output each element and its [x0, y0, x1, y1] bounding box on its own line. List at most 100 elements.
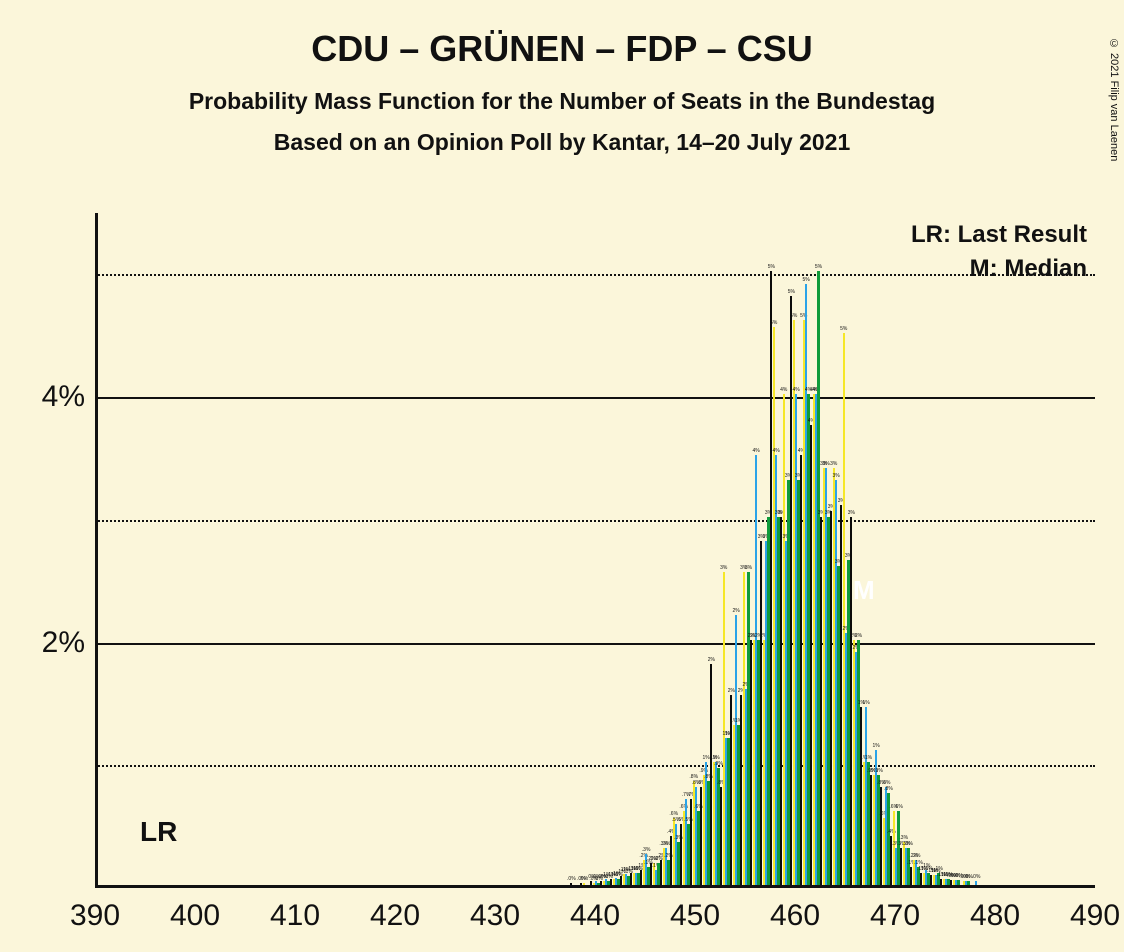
bar: [975, 881, 977, 885]
bar-group: 2%1%1%.9%: [710, 884, 720, 885]
bar: [687, 824, 689, 885]
bar-group: .4%.6%.5%.3%: [670, 884, 680, 885]
bar-group: 2%1%2%1%: [730, 884, 740, 885]
bar-group: 4%4%4%5%: [810, 884, 820, 885]
bar: [807, 394, 809, 885]
chart-subtitle: Probability Mass Function for the Number…: [0, 88, 1124, 115]
bar-group: .0%: [570, 884, 580, 885]
bar: [797, 480, 799, 885]
bar: [967, 881, 969, 885]
m-marker: M: [853, 575, 875, 606]
bar-value-label: 1%: [865, 755, 872, 761]
bar-group: .0%.0%.1%.0%: [600, 884, 610, 885]
bar-group: .1%.1%.1%.1%: [930, 884, 940, 885]
bar: [627, 876, 629, 885]
bar: [787, 480, 789, 885]
bar-value-label: 4%: [772, 448, 779, 454]
bar-group: 4%5%5%4%: [800, 884, 810, 885]
bar-group: .7%.8%.8%.6%: [690, 884, 700, 885]
bar-group: [980, 884, 990, 885]
gridline-dotted: [95, 520, 1095, 522]
bar-value-label: 1%: [872, 743, 879, 749]
x-tick-label: 410: [270, 899, 320, 933]
bar: [607, 881, 609, 885]
bar: [947, 879, 949, 885]
gridline-solid: [95, 397, 1095, 399]
bar-group: 5%5%4%3%: [790, 884, 800, 885]
bar-value-label: .8%: [882, 780, 891, 786]
x-tick-label: 390: [70, 899, 120, 933]
bar-group: .0%.0%.0%: [960, 884, 970, 885]
chart-plot-area: 2%4% 390400410420430440450460470480490 .…: [95, 213, 1095, 888]
bar-value-label: .0%: [567, 876, 576, 882]
bar-value-label: 5%: [770, 320, 777, 326]
bar: [827, 517, 829, 885]
bar-value-label: .0%: [972, 874, 981, 880]
x-tick-label: 430: [470, 899, 520, 933]
bar-value-label: 3%: [745, 565, 752, 571]
x-tick-label: 480: [970, 899, 1020, 933]
bar-group: .2%.2%.1%.2%: [650, 884, 660, 885]
bar-group: [550, 884, 560, 885]
bar-group: .1%.1%.1%.1%: [630, 884, 640, 885]
bar-value-label: 5%: [790, 313, 797, 319]
bar-value-label: .6%: [669, 811, 678, 817]
bar-group: .0%.0%.0%.0%: [590, 884, 600, 885]
bar-group: .8%3%1%1%: [720, 884, 730, 885]
bar-group: 5%5%4%3%: [770, 884, 780, 885]
bar: [697, 811, 699, 885]
bar-value-label: 1%: [702, 755, 709, 761]
bar-group: 2%2%4%2%: [750, 884, 760, 885]
bar-group: .0%.0%: [580, 884, 590, 885]
bar: [857, 640, 859, 885]
bar: [717, 768, 719, 885]
bar-value-label: 3%: [822, 461, 829, 467]
bar-value-label: 5%: [840, 326, 847, 332]
chart-subtitle2: Based on an Opinion Poll by Kantar, 14–2…: [0, 129, 1124, 156]
bar-value-label: 3%: [832, 473, 839, 479]
bar-group: .1%.1%.1%.1%: [940, 884, 950, 885]
bar: [617, 879, 619, 885]
bar-value-label: 2%: [708, 657, 715, 663]
bar-value-label: 1%: [862, 700, 869, 706]
bar: [570, 883, 572, 885]
bar-value-label: 2%: [728, 688, 735, 694]
y-tick-label: 2%: [42, 626, 85, 660]
bar-group: .1%.2%.3%.1%: [640, 884, 650, 885]
bar-value-label: 4%: [780, 387, 787, 393]
gridline-solid: [95, 643, 1095, 645]
bar-group: .2%.3%.3%.2%: [660, 884, 670, 885]
bar: [747, 572, 749, 885]
bar-group: .1%.1%.1%.1%: [920, 884, 930, 885]
bar-value-label: .6%: [894, 804, 903, 810]
x-tick-label: 440: [570, 899, 620, 933]
bar: [847, 560, 849, 885]
lr-marker: LR: [140, 816, 177, 848]
bar-value-label: 3%: [720, 565, 727, 571]
bar-group: 3%4%3%3%: [780, 884, 790, 885]
bar-value-label: .2%: [912, 853, 921, 859]
y-tick-label: 4%: [42, 380, 85, 414]
bar-group: 2%3%2%3%: [740, 884, 750, 885]
bar-group: .5%.6%.7%.5%: [680, 884, 690, 885]
bar: [727, 738, 729, 885]
bar-value-label: 3%: [830, 461, 837, 467]
x-axis: [95, 885, 1095, 888]
gridline-dotted: [95, 274, 1095, 276]
chart-title: CDU – GRÜNEN – FDP – CSU: [0, 28, 1124, 70]
bar-group: 3%3%3%3%: [820, 884, 830, 885]
bar-value-label: .9%: [714, 761, 723, 767]
bar-value-label: .3%: [904, 841, 913, 847]
x-tick-label: 420: [370, 899, 420, 933]
bar: [897, 811, 899, 885]
bar: [677, 842, 679, 885]
bar-value-label: .9%: [874, 768, 883, 774]
bar-group: .1%.2%.2%.1%: [910, 884, 920, 885]
bar: [867, 762, 869, 885]
x-tick-label: 450: [670, 899, 720, 933]
x-tick-label: 400: [170, 899, 220, 933]
bar-group: .3%.3%.3%.3%: [900, 884, 910, 885]
x-tick-label: 460: [770, 899, 820, 933]
legend-median: M: Median: [970, 255, 1087, 283]
bar-value-label: .8%: [884, 786, 893, 792]
